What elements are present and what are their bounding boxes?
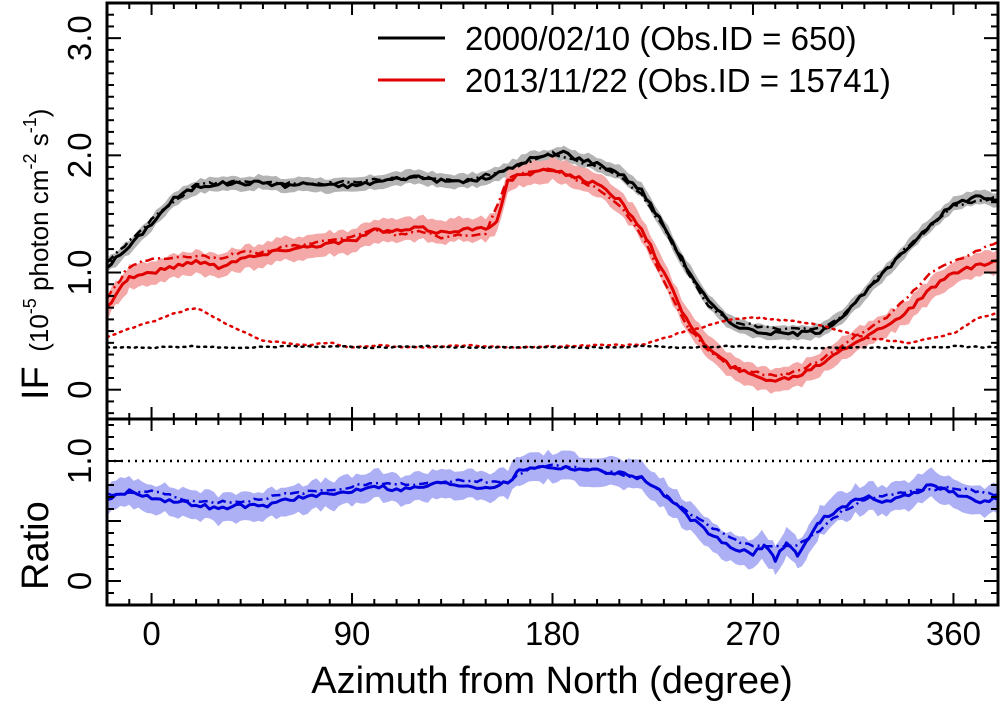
x-tick-label: 270 — [725, 615, 780, 652]
top-series-layer — [107, 145, 998, 394]
bottom-y-axis-title: Ratio — [15, 501, 57, 590]
x-tick-label: 90 — [334, 615, 371, 652]
bottom-series-layer — [107, 449, 998, 576]
bottom-panel: 0 1.0 0 90 180 270 360 — [61, 417, 1000, 652]
top-panel: 0 1.0 2.0 3.0 — [61, 1, 1000, 421]
y-tick-label-0: 2.0 — [61, 132, 98, 178]
top-ylabel-space: s — [24, 133, 54, 153]
series-line-1-1 — [107, 463, 998, 548]
x-tick-label: 0 — [142, 615, 160, 652]
series-line-1-0 — [107, 464, 998, 563]
y-tick-label-1: 1.0 — [61, 438, 98, 484]
x-axis-title: Azimuth from North (degree) — [311, 660, 793, 702]
y-tick-label-0: 3.0 — [61, 15, 98, 61]
legend: 2000/02/10 (Obs.ID = 650) 2013/11/22 (Ob… — [378, 20, 891, 99]
top-y-axis-title: IF (10-5 photon cm-2 s-1) — [15, 109, 57, 400]
y-tick-label-1: 0 — [61, 572, 98, 590]
series-line-0-3 — [107, 150, 998, 332]
series-line-0-5 — [107, 344, 998, 350]
x-tick-label: 180 — [525, 615, 580, 652]
series-group-0 — [107, 145, 998, 394]
legend-label-obs15741: 2013/11/22 (Obs.ID = 15741) — [465, 62, 891, 99]
top-ylabel-mid: photon cm — [24, 170, 54, 299]
legend-label-obs650: 2000/02/10 (Obs.ID = 650) — [465, 20, 857, 57]
top-ylabel-exp3: -1 — [20, 117, 40, 133]
x-tick-label: 360 — [926, 615, 981, 652]
top-ylabel: IF — [15, 366, 57, 400]
top-ylabel-exp1: -5 — [20, 298, 40, 314]
series-group-1 — [107, 449, 998, 576]
top-ticks-layer: 0 1.0 2.0 3.0 — [61, 2, 999, 419]
top-ylabel-close: ) — [24, 109, 54, 118]
bottom-ticks-layer: 0 1.0 0 90 180 270 360 — [61, 419, 999, 652]
y-tick-label-0: 1.0 — [61, 250, 98, 296]
top-ylabel-open: (10 — [24, 314, 54, 352]
top-ylabel-exp2: -2 — [20, 154, 40, 170]
series-line-0-1 — [107, 167, 998, 383]
band-1-0 — [107, 449, 998, 576]
series-line-0-2 — [107, 167, 998, 378]
y-tick-label-0: 0 — [61, 381, 98, 399]
